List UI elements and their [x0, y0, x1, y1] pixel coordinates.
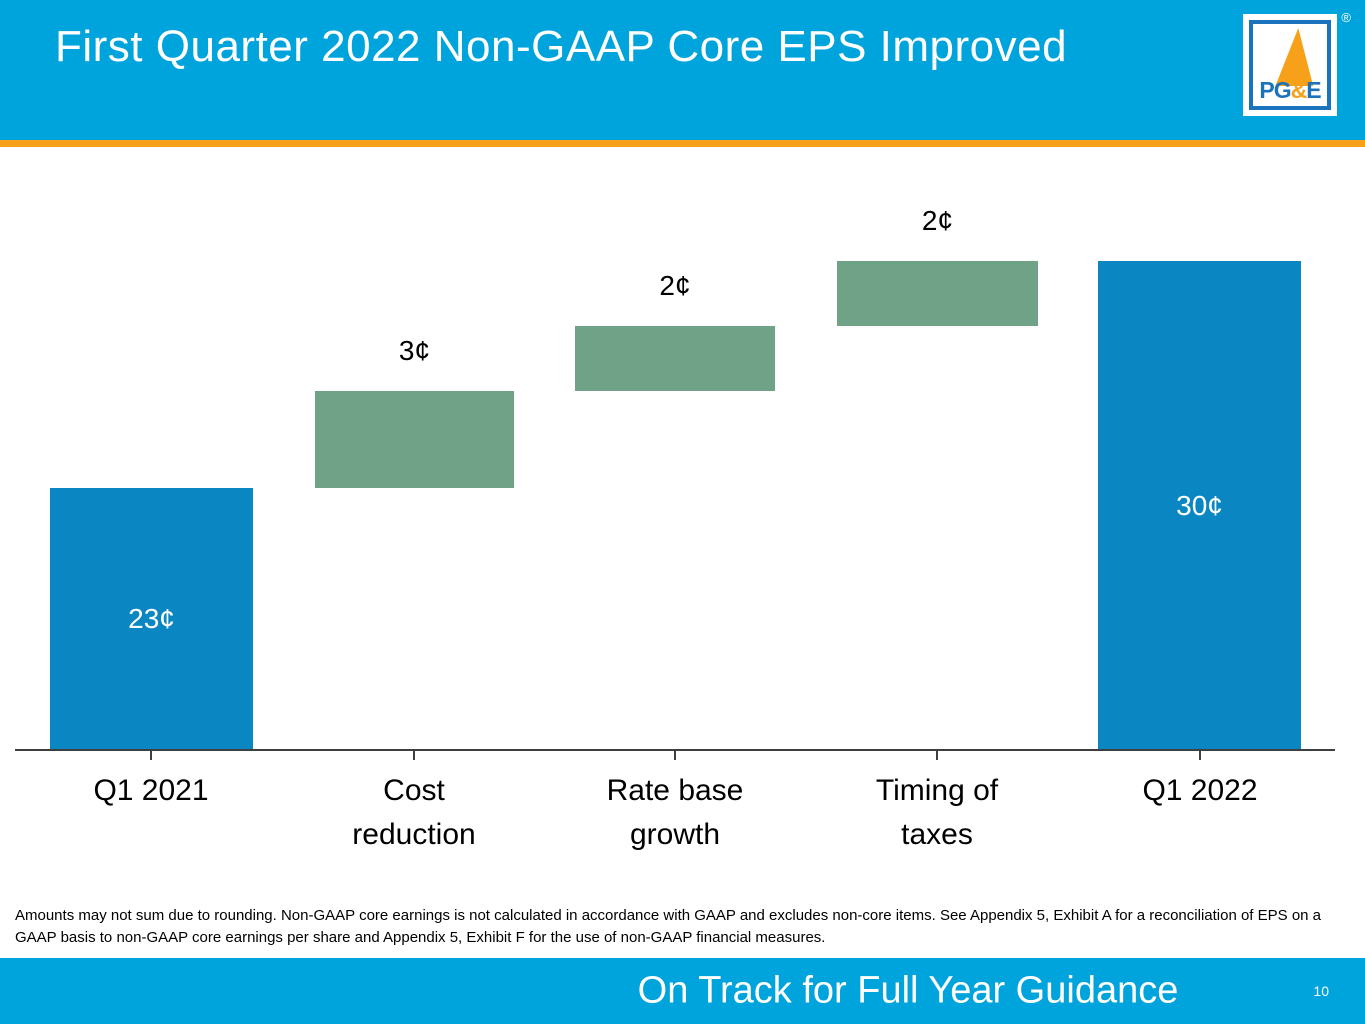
- category-label-q1-2022: Q1 2022: [1142, 774, 1258, 807]
- bar-q1-2021: 23¢: [50, 488, 253, 750]
- logo-letter-e: E: [1306, 77, 1321, 103]
- waterfall-chart: 23¢ 3¢ 2¢ 2¢ 30¢ Q1 2021 Cost reduction …: [0, 147, 1365, 887]
- category-label-q1-2021: Q1 2021: [93, 774, 209, 807]
- x-axis-line: [15, 749, 1335, 751]
- bar-value-label: 23¢: [128, 603, 175, 634]
- category-label-timing-of-taxes: Timing of taxes: [875, 774, 999, 851]
- footer-banner: On Track for Full Year Guidance 10: [0, 958, 1365, 1024]
- pge-logo-frame: PG&E: [1249, 20, 1331, 110]
- page-number: 10: [1313, 983, 1329, 999]
- footnote-text: Amounts may not sum due to rounding. Non…: [15, 907, 1322, 947]
- category-label-cost-reduction: Cost reduction: [352, 774, 476, 851]
- bar-value-label: 2¢: [659, 270, 691, 301]
- bar-cost-reduction: 3¢: [315, 335, 514, 488]
- bar-rate-base-growth: 2¢: [575, 270, 775, 391]
- bar-timing-of-taxes: 2¢: [837, 205, 1038, 326]
- logo-letters-pg: PG: [1259, 77, 1291, 103]
- bar-value-label: 2¢: [921, 205, 954, 236]
- orange-divider: [0, 140, 1365, 147]
- pge-logo: PG&E: [1243, 14, 1337, 116]
- slide-title: First Quarter 2022 Non-GAAP Core EPS Imp…: [55, 22, 1068, 71]
- axis-tick: [936, 751, 938, 760]
- footer-message: On Track for Full Year Guidance: [637, 969, 1179, 1012]
- category-label-rate-base-growth: Rate base growth: [606, 774, 744, 851]
- logo-ampersand: &: [1290, 77, 1308, 103]
- header-banner: First Quarter 2022 Non-GAAP Core EPS Imp…: [0, 0, 1365, 140]
- registered-trademark: ®: [1341, 10, 1351, 25]
- axis-tick: [1199, 751, 1201, 760]
- bar-value-label: 3¢: [398, 335, 431, 366]
- bar-q1-2022: 30¢: [1098, 261, 1301, 750]
- bar-value-label: 30¢: [1176, 489, 1223, 521]
- axis-tick: [413, 751, 415, 760]
- axis-tick: [674, 751, 676, 760]
- pge-logo-text: PG&E: [1253, 77, 1327, 104]
- axis-tick: [150, 751, 152, 760]
